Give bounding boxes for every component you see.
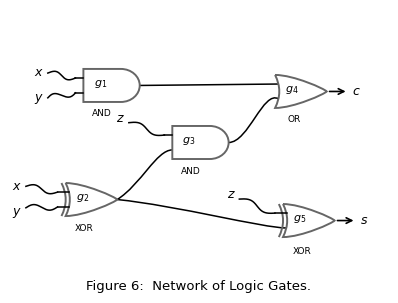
PathPatch shape (172, 126, 228, 159)
PathPatch shape (275, 75, 327, 108)
Text: $y$: $y$ (12, 206, 22, 220)
Text: $z$: $z$ (226, 188, 235, 201)
Text: $c$: $c$ (352, 85, 361, 98)
Text: Figure 6:  Network of Logic Gates.: Figure 6: Network of Logic Gates. (86, 280, 312, 293)
Text: AND: AND (92, 109, 112, 118)
PathPatch shape (66, 183, 117, 216)
Text: $g_3$: $g_3$ (182, 135, 196, 147)
Text: $g_1$: $g_1$ (94, 78, 107, 90)
PathPatch shape (84, 69, 140, 102)
Text: XOR: XOR (293, 247, 311, 256)
Text: $x$: $x$ (34, 66, 44, 79)
Text: $s$: $s$ (360, 214, 369, 227)
Text: $g_5$: $g_5$ (293, 213, 306, 225)
Text: $y$: $y$ (34, 92, 44, 106)
Text: AND: AND (181, 167, 201, 175)
Text: $z$: $z$ (116, 112, 125, 125)
Text: OR: OR (287, 115, 300, 125)
Text: XOR: XOR (75, 224, 94, 233)
PathPatch shape (283, 204, 335, 237)
Text: $x$: $x$ (12, 180, 22, 193)
Text: $g_4$: $g_4$ (285, 84, 298, 96)
Text: $g_2$: $g_2$ (76, 192, 89, 204)
